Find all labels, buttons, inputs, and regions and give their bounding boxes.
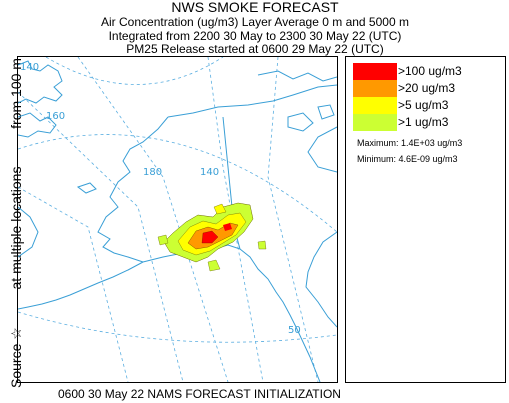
smoke-map: 140 160 180 140 50: [17, 56, 338, 383]
latitude-line-south: [18, 311, 337, 343]
legend-swatch-100: [353, 63, 397, 80]
graticule-label-180: 180: [143, 167, 162, 178]
legend-panel: >100 ug/m3 >20 ug/m3 >5 ug/m3 >1 ug/m3 M…: [345, 56, 506, 383]
legend-label-1: >1 ug/m3: [398, 115, 449, 129]
plume-over-100: [201, 230, 219, 244]
siberia-coast: [18, 60, 63, 104]
arctic-coast: [167, 84, 337, 118]
smoke-plume: [157, 202, 267, 272]
graticule-label-140-east: 140: [200, 167, 219, 178]
maximum-value: Maximum: 1.4E+03 ug/m3: [357, 138, 463, 148]
graticule-label-50: 50: [288, 325, 301, 336]
kamchatka-coast: [18, 206, 39, 258]
plume-fringe-east: [257, 240, 267, 250]
islands-north-2: [317, 104, 335, 120]
alaska-west-coast: [97, 116, 169, 263]
legend-swatch-5: [353, 97, 397, 114]
legend-item-100: >100 ug/m3: [353, 63, 503, 80]
graticule: [18, 57, 337, 382]
forecast-initialization: 0600 30 May 22 NAMS FORECAST INITIALIZAT…: [58, 387, 341, 401]
west-coast-continent: [305, 231, 337, 328]
graticule-label-160: 160: [46, 111, 65, 122]
legend-swatch-20: [353, 80, 397, 97]
legend-item-1: >1 ug/m3: [353, 114, 503, 131]
latitude-line-mid: [18, 134, 337, 233]
panhandle-coast: [239, 248, 321, 382]
legend-label-5: >5 ug/m3: [398, 98, 449, 112]
longitude-line-160: [18, 91, 184, 382]
longitude-line-west: [18, 186, 129, 382]
page-title: NWS SMOKE FORECAST: [171, 0, 339, 15]
aleutian-chain: [18, 261, 144, 310]
legend-item-5: >5 ug/m3: [353, 97, 503, 114]
legend-swatch-1: [353, 114, 397, 131]
plume-fringe-west: [157, 234, 169, 246]
legend-item-20: >20 ug/m3: [353, 80, 503, 97]
release-start: PM25 Release started at 0600 29 May 22 (…: [126, 42, 384, 56]
plume-fringe-north: [213, 203, 227, 215]
islands-north: [287, 112, 314, 132]
north-canada-coast: [257, 70, 337, 82]
map-canvas: 140 160 180 140 50: [18, 57, 337, 382]
graticule-label-140-west: 140: [20, 62, 39, 73]
chukotka-coast: [18, 112, 57, 138]
legend-label-20: >20 ug/m3: [398, 81, 456, 95]
latitude-line-north: [45, 57, 224, 85]
st-lawrence-island: [76, 182, 97, 194]
longitude-line-140: [207, 57, 264, 382]
minimum-value: Minimum: 4.6E-09 ug/m3: [357, 154, 458, 164]
hudson-coast: [307, 126, 337, 173]
longitude-line-180: [77, 57, 229, 382]
legend-label-100: >100 ug/m3: [398, 64, 462, 78]
graticule-labels: 140 160 180 140 50: [20, 62, 301, 336]
concentration-subtitle: Air Concentration (ug/m3) Layer Average …: [101, 15, 409, 29]
plume-fringe-south: [207, 259, 221, 272]
integration-period: Integrated from 2200 30 May to 2300 30 M…: [108, 29, 402, 43]
longitude-line-east: [267, 57, 319, 382]
plume-over-100-2: [223, 223, 232, 231]
